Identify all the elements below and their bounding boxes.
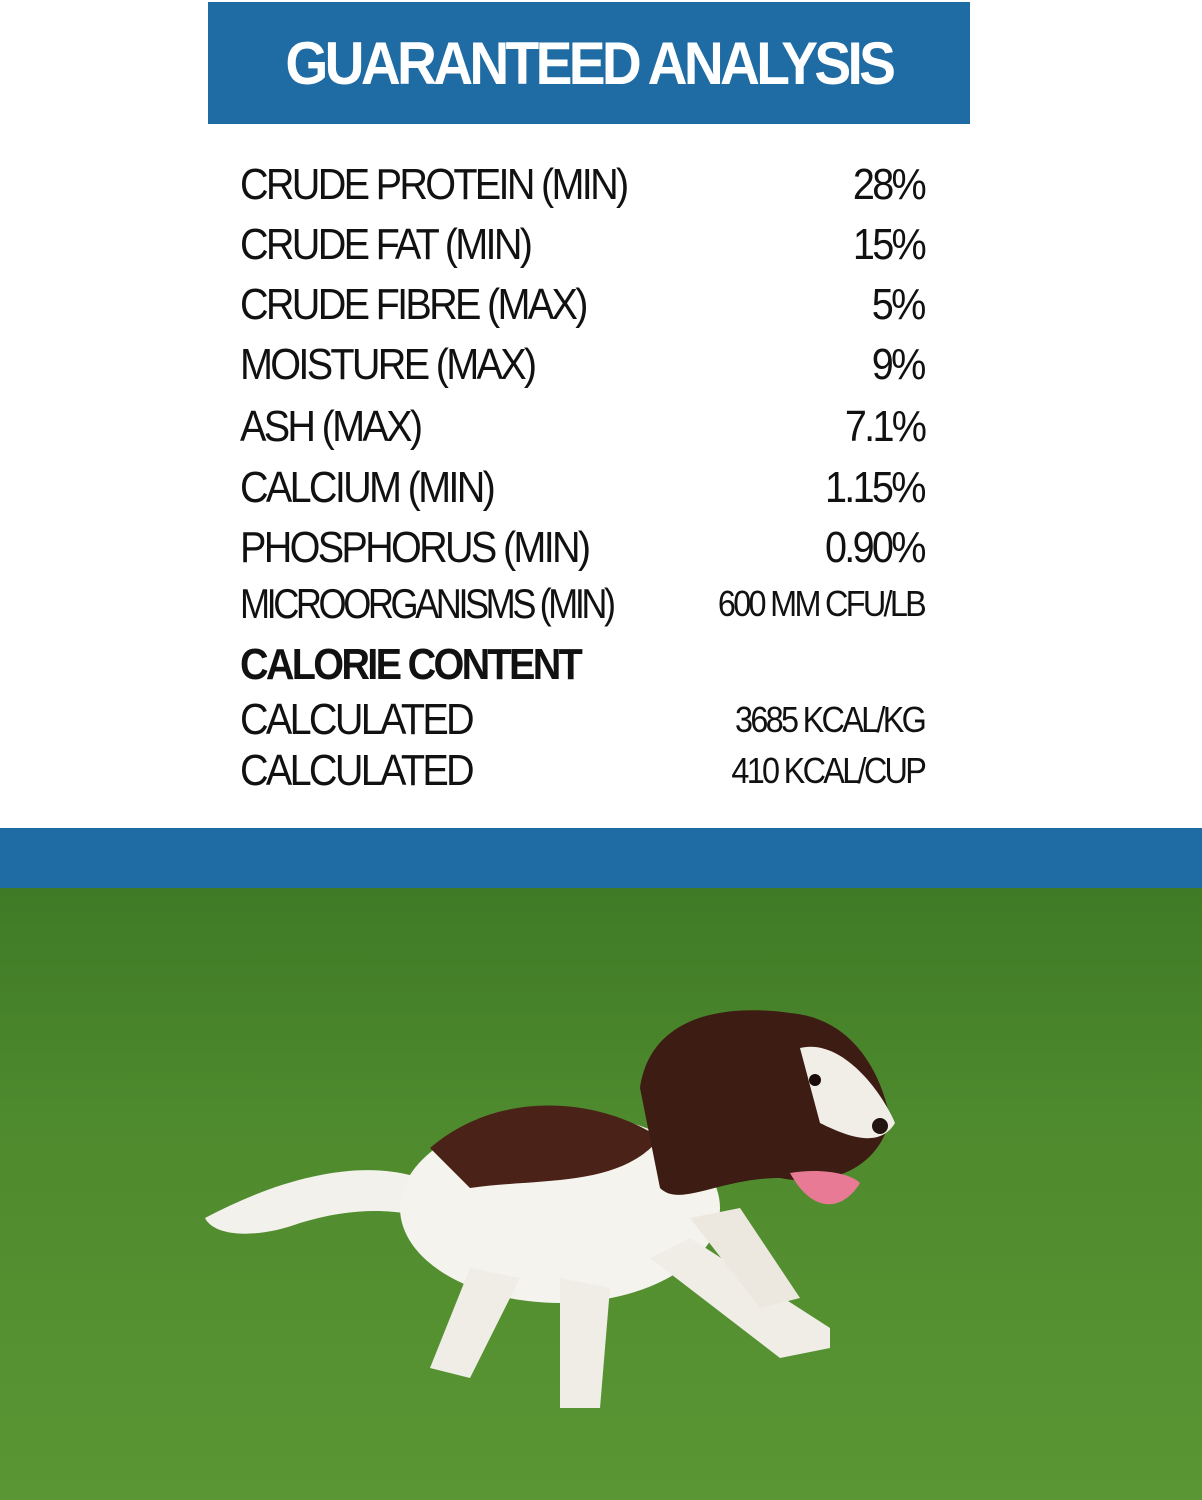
row-label: CALCULATED [240, 695, 475, 744]
row-value: 3685 KCAL/KG [734, 699, 927, 740]
analysis-row: ASH (MAX) 7.1% [240, 399, 927, 455]
analysis-row: CRUDE FIBRE (MAX) 5% [240, 277, 927, 333]
row-value: 28% [852, 160, 927, 209]
row-label: CRUDE FAT (MIN) [240, 220, 533, 269]
calorie-row: CALCULATED 410 KCAL/CUP [240, 743, 927, 799]
dog-running-photo [0, 888, 1202, 1500]
calorie-row: CALCULATED 3685 KCAL/KG [240, 692, 927, 748]
row-value: 600 MM CFU/LB [717, 583, 927, 624]
row-value: 0.90% [825, 523, 926, 572]
row-label: ASH (MAX) [240, 402, 423, 451]
calorie-heading: CALORIE CONTENT [240, 640, 583, 689]
row-label: MOISTURE (MAX) [240, 340, 537, 389]
row-value: 15% [852, 220, 927, 269]
divider-band [0, 828, 1202, 888]
analysis-row: MOISTURE (MAX) 9% [240, 337, 927, 393]
row-label: CRUDE PROTEIN (MIN) [240, 160, 629, 209]
analysis-row: MICROORGANISMS (MIN) 600 MM CFU/LB [240, 576, 927, 632]
row-value: 9% [872, 340, 927, 389]
row-label: CALCULATED [240, 746, 475, 795]
analysis-row: PHOSPHORUS (MIN) 0.90% [240, 520, 927, 576]
row-label: CALCIUM (MIN) [240, 463, 496, 512]
analysis-row: CALCIUM (MIN) 1.15% [240, 460, 927, 516]
analysis-row: CRUDE FAT (MIN) 15% [240, 217, 927, 273]
row-label: MICROORGANISMS (MIN) [240, 580, 616, 627]
analysis-row: CRUDE PROTEIN (MIN) 28% [240, 157, 927, 213]
row-label: PHOSPHORUS (MIN) [240, 523, 591, 572]
header-banner: GUARANTEED ANALYSIS [208, 2, 970, 124]
row-value: 1.15% [825, 463, 926, 512]
page-title: GUARANTEED ANALYSIS [285, 29, 897, 97]
row-value: 410 KCAL/CUP [731, 750, 926, 791]
row-value: 5% [872, 280, 927, 329]
row-value: 7.1% [844, 402, 927, 451]
row-label: CRUDE FIBRE (MAX) [240, 280, 588, 329]
